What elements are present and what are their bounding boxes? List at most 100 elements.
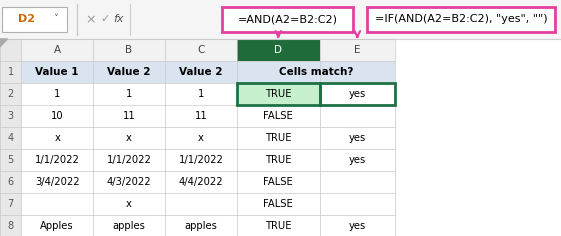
- Bar: [93, 105, 165, 127]
- Text: 8: 8: [8, 221, 13, 231]
- Bar: [237, 149, 320, 171]
- Text: B: B: [126, 45, 132, 55]
- Bar: [0, 0, 561, 39]
- Text: C: C: [197, 45, 205, 55]
- Bar: [0, 215, 21, 236]
- Bar: [222, 7, 353, 32]
- Bar: [165, 105, 237, 127]
- Text: TRUE: TRUE: [265, 133, 292, 143]
- Bar: [320, 193, 395, 215]
- Text: 3/4/2022: 3/4/2022: [35, 177, 80, 187]
- Text: 4/3/2022: 4/3/2022: [107, 177, 151, 187]
- Bar: [165, 171, 237, 193]
- Bar: [237, 39, 320, 61]
- Bar: [237, 83, 320, 105]
- Bar: [2, 7, 67, 32]
- Bar: [93, 171, 165, 193]
- Text: yes: yes: [349, 155, 366, 165]
- Bar: [93, 193, 165, 215]
- Bar: [237, 61, 395, 83]
- Text: FALSE: FALSE: [263, 111, 293, 121]
- Bar: [237, 171, 320, 193]
- Text: 5: 5: [7, 155, 14, 165]
- Text: =IF(AND(A2=B2:C2), "yes", ""): =IF(AND(A2=B2:C2), "yes", ""): [375, 14, 548, 25]
- Bar: [367, 7, 555, 32]
- Bar: [0, 39, 21, 61]
- Bar: [165, 127, 237, 149]
- Text: 1: 1: [8, 67, 13, 77]
- Bar: [320, 83, 395, 105]
- Text: FALSE: FALSE: [263, 177, 293, 187]
- Bar: [320, 83, 395, 105]
- Text: yes: yes: [349, 89, 366, 99]
- Text: x: x: [126, 133, 132, 143]
- Bar: [320, 149, 395, 171]
- Bar: [165, 61, 237, 83]
- Bar: [21, 127, 93, 149]
- Text: fx: fx: [114, 14, 124, 25]
- Text: ✓: ✓: [100, 14, 109, 25]
- Bar: [21, 61, 93, 83]
- Bar: [0, 127, 21, 149]
- Text: Value 2: Value 2: [107, 67, 151, 77]
- Text: D: D: [274, 45, 282, 55]
- Text: 1/1/2022: 1/1/2022: [35, 155, 80, 165]
- Text: x: x: [54, 133, 60, 143]
- Text: 4: 4: [8, 133, 13, 143]
- Bar: [21, 83, 93, 105]
- Text: Value 1: Value 1: [35, 67, 79, 77]
- Text: 2: 2: [7, 89, 14, 99]
- Text: 1: 1: [54, 89, 61, 99]
- Bar: [165, 83, 237, 105]
- Text: x: x: [126, 199, 132, 209]
- Bar: [0, 61, 21, 83]
- Bar: [237, 215, 320, 236]
- Text: 1: 1: [126, 89, 132, 99]
- Text: 3: 3: [8, 111, 13, 121]
- Text: x: x: [198, 133, 204, 143]
- Bar: [165, 193, 237, 215]
- Bar: [165, 215, 237, 236]
- Text: 7: 7: [7, 199, 14, 209]
- Text: ×: ×: [86, 13, 96, 26]
- Text: apples: apples: [185, 221, 217, 231]
- Bar: [320, 39, 395, 61]
- Text: 11: 11: [123, 111, 135, 121]
- Text: =AND(A2=B2:C2): =AND(A2=B2:C2): [237, 14, 338, 25]
- Bar: [320, 171, 395, 193]
- Text: TRUE: TRUE: [265, 89, 292, 99]
- Bar: [93, 83, 165, 105]
- Bar: [21, 215, 93, 236]
- Bar: [237, 105, 320, 127]
- Bar: [21, 105, 93, 127]
- Text: Cells match?: Cells match?: [279, 67, 353, 77]
- Bar: [21, 149, 93, 171]
- Text: 1: 1: [197, 89, 204, 99]
- Text: TRUE: TRUE: [265, 221, 292, 231]
- Text: 4/4/2022: 4/4/2022: [178, 177, 223, 187]
- Bar: [320, 127, 395, 149]
- Bar: [21, 39, 93, 61]
- Bar: [0, 83, 21, 105]
- Text: yes: yes: [349, 133, 366, 143]
- Bar: [0, 171, 21, 193]
- Bar: [21, 171, 93, 193]
- Polygon shape: [0, 39, 7, 47]
- Text: 1/1/2022: 1/1/2022: [107, 155, 151, 165]
- Bar: [93, 39, 165, 61]
- Text: yes: yes: [349, 221, 366, 231]
- Text: E: E: [354, 45, 361, 55]
- Bar: [93, 61, 165, 83]
- Bar: [222, 7, 353, 32]
- Bar: [93, 149, 165, 171]
- Bar: [237, 83, 320, 105]
- Bar: [320, 105, 395, 127]
- Text: TRUE: TRUE: [265, 155, 292, 165]
- Bar: [0, 193, 21, 215]
- Text: Value 2: Value 2: [179, 67, 223, 77]
- Text: D2: D2: [19, 14, 35, 25]
- Bar: [0, 149, 21, 171]
- Bar: [93, 215, 165, 236]
- Text: 11: 11: [195, 111, 207, 121]
- Text: 1/1/2022: 1/1/2022: [178, 155, 223, 165]
